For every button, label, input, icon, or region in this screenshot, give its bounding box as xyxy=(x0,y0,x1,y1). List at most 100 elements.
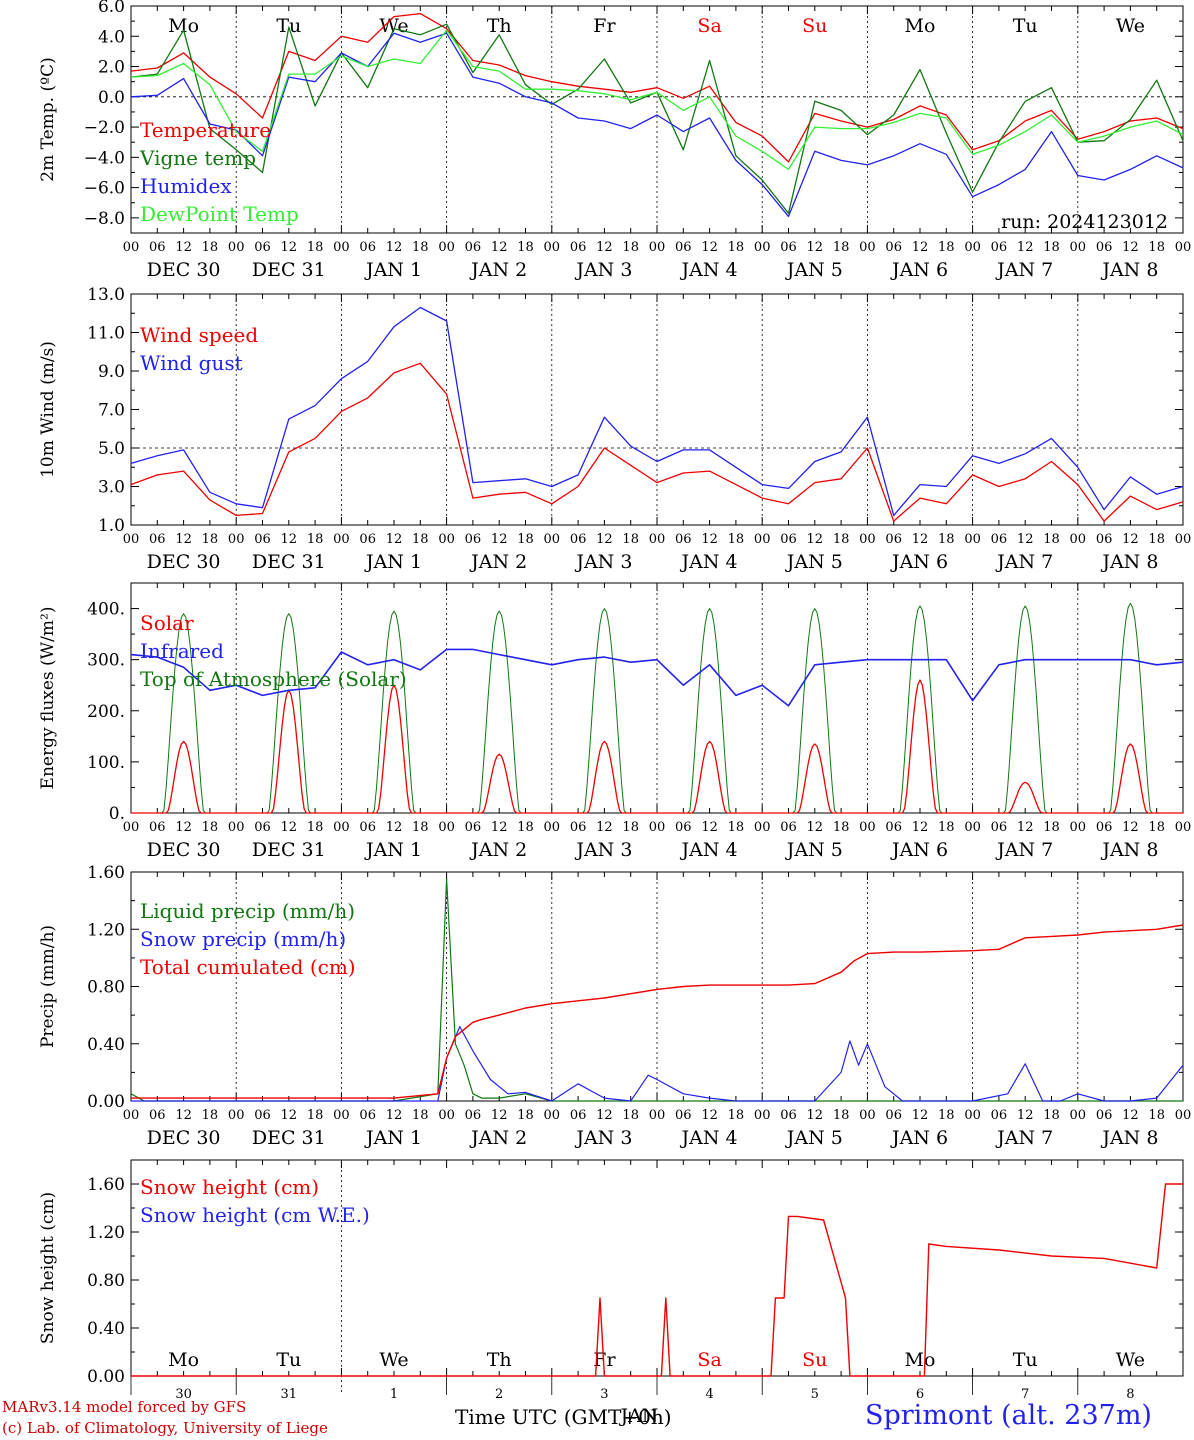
hour-tick-label: 12 xyxy=(281,820,298,835)
hour-tick-label: 12 xyxy=(701,1108,718,1123)
hour-tick-label: 18 xyxy=(202,240,219,255)
hour-tick-label: 06 xyxy=(254,532,271,547)
y-tick-label: 100. xyxy=(87,753,125,773)
hour-tick-label: 06 xyxy=(359,1108,376,1123)
series-line-top-of-atmosphere xyxy=(341,610,447,814)
hour-tick-label: 18 xyxy=(1043,820,1060,835)
hour-tick-label: 18 xyxy=(833,1108,850,1123)
series-line-solar xyxy=(446,753,552,814)
x-axis-title: Time UTC (GMT+0h) xyxy=(455,1405,672,1429)
hour-tick-label: 12 xyxy=(807,532,824,547)
weekday-label: Su xyxy=(802,1349,827,1371)
date-label: DEC 31 xyxy=(252,259,326,281)
y-axis-label: Snow height (cm) xyxy=(38,1192,58,1344)
day-number-label: 30 xyxy=(175,1387,192,1402)
y-axis-label: Precip (mm/h) xyxy=(38,925,58,1048)
legend-entry: Total cumulated (cm) xyxy=(140,955,356,979)
hour-tick-label: 06 xyxy=(570,1108,587,1123)
date-label: DEC 31 xyxy=(252,839,326,861)
y-tick-label: 1.20 xyxy=(87,920,125,940)
hour-tick-label: 06 xyxy=(1096,532,1113,547)
hour-tick-label: 06 xyxy=(675,820,692,835)
legend-entry: Solar xyxy=(140,611,194,635)
date-label: JAN 2 xyxy=(469,551,527,573)
hour-tick-label: 00 xyxy=(228,240,245,255)
hour-tick-label: 00 xyxy=(438,820,455,835)
hour-tick-label: 00 xyxy=(964,532,981,547)
hour-tick-label: 18 xyxy=(517,820,534,835)
hour-tick-label: 00 xyxy=(1175,1108,1192,1123)
hour-tick-label: 00 xyxy=(123,820,140,835)
date-label: JAN 3 xyxy=(574,259,632,281)
hour-tick-label: 00 xyxy=(859,240,876,255)
series-line-top-of-atmosphere xyxy=(1077,602,1183,814)
hour-tick-label: 12 xyxy=(1017,240,1034,255)
hour-tick-label: 06 xyxy=(465,532,482,547)
y-tick-label: 0.40 xyxy=(87,1319,125,1339)
weekday-label: Mo xyxy=(168,15,199,37)
hour-tick-label: 12 xyxy=(386,820,403,835)
date-label: JAN 8 xyxy=(1100,551,1158,573)
weekday-label: Mo xyxy=(168,1349,199,1371)
hour-tick-label: 00 xyxy=(333,532,350,547)
panel-frame xyxy=(130,5,1184,234)
hour-tick-label: 06 xyxy=(675,1108,692,1123)
series-line-solar xyxy=(867,679,973,814)
hour-tick-label: 12 xyxy=(491,1108,508,1123)
hour-tick-label: 06 xyxy=(885,240,902,255)
day-number-label: 5 xyxy=(811,1387,819,1402)
hour-tick-label: 00 xyxy=(228,532,245,547)
hour-tick-label: 18 xyxy=(307,240,324,255)
run-label: run: 2024123012 xyxy=(1001,211,1168,233)
y-tick-label: 11.0 xyxy=(87,324,125,344)
hour-tick-label: 06 xyxy=(254,240,271,255)
weekday-label: Mo xyxy=(905,15,936,37)
hour-tick-label: 18 xyxy=(412,1108,429,1123)
hour-tick-label: 06 xyxy=(1096,1108,1113,1123)
hour-tick-label: 18 xyxy=(833,240,850,255)
weekday-label: Tu xyxy=(1013,15,1038,37)
series-line-solar xyxy=(972,781,1078,814)
hour-tick-label: 06 xyxy=(780,240,797,255)
hour-tick-label: 12 xyxy=(491,532,508,547)
y-tick-label: 0.0 xyxy=(98,88,125,108)
series-line-snow-height xyxy=(131,1183,1183,1377)
y-tick-label: 0.40 xyxy=(87,1035,125,1055)
hour-tick-label: 18 xyxy=(412,820,429,835)
date-label: JAN 5 xyxy=(785,551,843,573)
y-tick-label: 0.00 xyxy=(87,1367,125,1387)
y-tick-label: 1.60 xyxy=(87,1175,125,1195)
hour-tick-label: 12 xyxy=(175,820,192,835)
hour-tick-label: 12 xyxy=(807,240,824,255)
hour-tick-label: 18 xyxy=(1148,820,1165,835)
hour-tick-label: 18 xyxy=(728,820,745,835)
hour-tick-label: 06 xyxy=(149,240,166,255)
legend-entry: Temperature xyxy=(140,118,271,142)
date-label: JAN 3 xyxy=(574,839,632,861)
hour-tick-label: 18 xyxy=(728,532,745,547)
hour-tick-label: 00 xyxy=(1070,820,1087,835)
series-line-solar xyxy=(131,740,237,814)
legend-entry: Humidex xyxy=(140,174,232,198)
series-line-top-of-atmosphere xyxy=(446,610,552,814)
hour-tick-label: 12 xyxy=(491,820,508,835)
date-label: JAN 5 xyxy=(785,1127,843,1149)
hour-tick-label: 18 xyxy=(1148,532,1165,547)
hour-tick-label: 18 xyxy=(517,1108,534,1123)
hour-tick-label: 06 xyxy=(991,240,1008,255)
series-line-snow-precip xyxy=(131,1026,1184,1102)
hour-tick-label: 12 xyxy=(386,240,403,255)
hour-tick-label: 18 xyxy=(517,240,534,255)
hour-tick-label: 12 xyxy=(912,240,929,255)
hour-tick-label: 12 xyxy=(912,532,929,547)
hour-tick-label: 12 xyxy=(596,240,613,255)
hour-tick-label: 00 xyxy=(333,240,350,255)
hour-tick-label: 00 xyxy=(964,1108,981,1123)
weekday-label: Th xyxy=(487,15,512,37)
date-label: JAN 7 xyxy=(995,839,1053,861)
date-label: DEC 30 xyxy=(147,551,221,573)
date-label: JAN 7 xyxy=(995,551,1053,573)
day-number-label: 1 xyxy=(390,1387,398,1402)
weekday-label: We xyxy=(1116,15,1145,37)
y-tick-label: 0.80 xyxy=(87,978,125,998)
